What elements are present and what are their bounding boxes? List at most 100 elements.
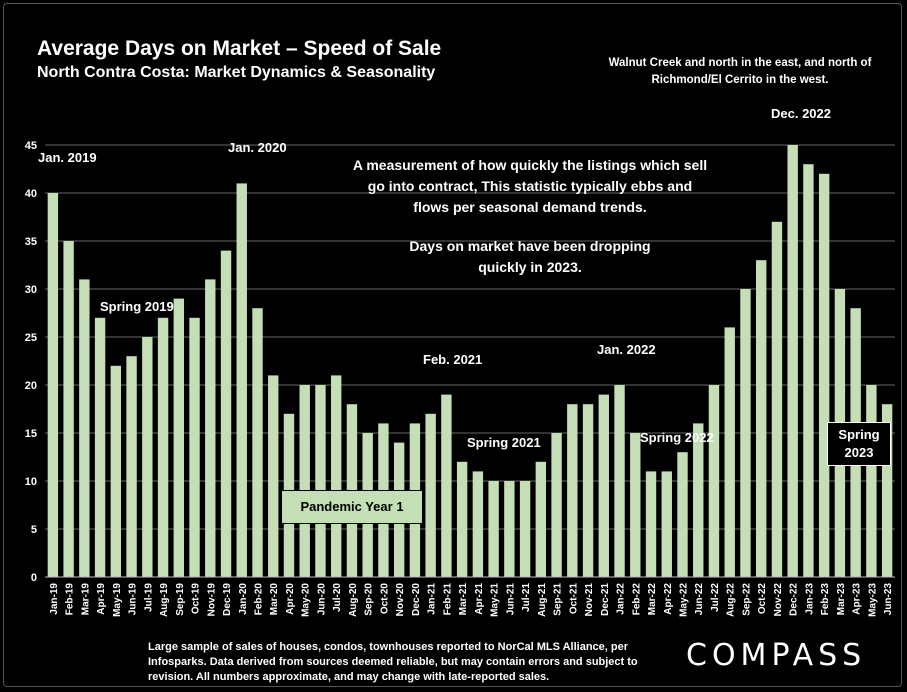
x-tick-label: Nov-19: [206, 583, 217, 617]
spring-2023-label: Spring 2023: [827, 422, 891, 466]
x-tick-label: Dec-19: [222, 583, 233, 616]
annotation-jan-2022: Jan. 2022: [597, 342, 656, 357]
y-tick-label: 25: [25, 332, 37, 344]
bar-May-21: [488, 481, 499, 577]
x-tick-label: Jun-23: [883, 583, 894, 616]
annotation-feb-2021: Feb. 2021: [423, 352, 483, 367]
x-tick-label: Sep-19: [175, 583, 186, 616]
x-tick-label: Oct-22: [757, 583, 768, 615]
x-tick-label: May-22: [679, 583, 690, 617]
x-tick-label: Apr-20: [285, 583, 296, 615]
x-tick-label: Aug-22: [726, 583, 737, 617]
x-tick-label: Jan-21: [427, 583, 438, 615]
bar-Jan-20: [236, 183, 247, 577]
x-tick-label: Jun-22: [694, 583, 705, 616]
bar-Sep-19: [173, 298, 184, 577]
x-tick-label: Apr-21: [474, 583, 485, 615]
x-tick-label: Feb-19: [65, 583, 76, 616]
x-tick-label: Jul-22: [710, 583, 721, 612]
bar-Jan-22: [614, 385, 625, 577]
x-tick-label: Aug-20: [348, 583, 359, 617]
annotation-spring-2022: Spring 2022: [640, 430, 714, 445]
x-tick-label: Jul-19: [143, 583, 154, 612]
x-tick-label: Feb-22: [631, 583, 642, 616]
footnote: Large sample of sales of houses, condos,…: [148, 641, 638, 683]
bar-Oct-21: [567, 404, 578, 577]
bar-Feb-23: [818, 173, 830, 578]
x-tick-label: Mar-19: [80, 583, 91, 616]
bar-Nov-22: [771, 221, 783, 578]
bar-Nov-19: [205, 279, 216, 577]
measurement-note: A measurement of how quickly the listing…: [352, 157, 708, 215]
bar-Mar-22: [645, 471, 657, 577]
annotation-dec-2022: Dec. 2022: [771, 106, 831, 121]
y-tick-label: 5: [31, 524, 37, 536]
bar-Dec-22: [787, 145, 798, 577]
x-tick-label: Jun-20: [316, 583, 327, 616]
y-tick-label: 35: [25, 236, 37, 248]
x-tick-label: Sep-20: [364, 583, 375, 616]
x-tick-label: Apr-19: [96, 583, 107, 615]
region-note: Walnut Creek and north in the east, and …: [608, 57, 872, 86]
bar-Aug-19: [157, 317, 169, 577]
bar-Feb-20: [252, 308, 263, 577]
compass-logo: COMPASS: [686, 638, 867, 673]
x-tick-label: Aug-21: [537, 583, 548, 617]
x-tick-label: Nov-20: [395, 583, 406, 617]
bar-Jan-21: [425, 413, 436, 577]
bar-Feb-22: [630, 433, 641, 577]
x-tick-label: Jun-21: [505, 583, 516, 616]
grid-lines: [45, 144, 895, 530]
bar-Oct-19: [189, 317, 200, 577]
x-tick-label: Mar-23: [836, 583, 847, 616]
bar-Sep-22: [740, 289, 751, 577]
axes: 0 5 10 15 20 25 30 35 40 45 Jan-19 Feb-19 Mar-19 Apr-…: [25, 140, 895, 617]
x-tick-label: Oct-21: [568, 583, 579, 615]
annotation-jan-2019: Jan. 2019: [38, 150, 97, 165]
bar-Feb-21: [441, 394, 452, 577]
x-tick-label: May-21: [490, 583, 501, 617]
x-tick-label: Jan-22: [616, 583, 627, 615]
bar-Feb-19: [63, 241, 74, 577]
x-tick-label: Dec-22: [789, 583, 800, 616]
bar-Jul-21: [519, 481, 531, 577]
trend-note: Days on market have been dropping quickl…: [409, 238, 651, 275]
x-tick-label: May-20: [301, 583, 312, 617]
x-tick-label: Jan-20: [238, 583, 249, 615]
bar-Sep-21: [551, 433, 562, 577]
bar-Jun-23: [881, 404, 893, 577]
y-tick-label: 45: [25, 140, 37, 152]
x-tick-label: May-23: [867, 583, 878, 617]
annotation-spring-2021: Spring 2021: [467, 435, 541, 450]
bar-Nov-21: [582, 404, 594, 577]
x-tick-label: Oct-19: [191, 583, 202, 615]
y-tick-label: 0: [31, 572, 37, 584]
bar-Jun-21: [504, 481, 515, 577]
bar-Mar-20: [268, 375, 279, 577]
bar-Jan-19: [47, 193, 59, 577]
x-tick-label: Sep-22: [741, 583, 752, 616]
bar-Jul-19: [142, 337, 153, 577]
y-tick-label: 30: [25, 284, 37, 296]
y-tick-label: 20: [25, 380, 37, 392]
x-tick-label: Jun-19: [128, 583, 139, 616]
x-tick-label: Aug-19: [159, 583, 170, 617]
y-tick-label: 10: [25, 476, 37, 488]
bar-Mar-21: [456, 461, 468, 577]
bar-Apr-21: [472, 471, 484, 577]
x-tick-label: Jul-20: [332, 583, 343, 612]
x-tick-label: Dec-21: [600, 583, 611, 616]
chart-title: Average Days on Market – Speed of Sale: [37, 37, 442, 60]
annotation-jan-2020: Jan. 2020: [228, 140, 287, 155]
bar-Oct-22: [756, 260, 767, 577]
x-tick-label: Mar-21: [458, 583, 469, 616]
pandemic-label: Pandemic Year 1: [281, 490, 423, 524]
x-tick-label: Nov-21: [584, 583, 595, 617]
x-tick-label: Oct-20: [379, 583, 390, 615]
bar-Dec-19: [220, 250, 232, 577]
x-tick-label: Sep-21: [553, 583, 564, 616]
annotation-spring-2019: Spring 2019: [100, 299, 174, 314]
x-tick-label: Nov-22: [773, 583, 784, 617]
bar-Mar-19: [79, 279, 90, 577]
bar-Apr-19: [94, 317, 106, 577]
